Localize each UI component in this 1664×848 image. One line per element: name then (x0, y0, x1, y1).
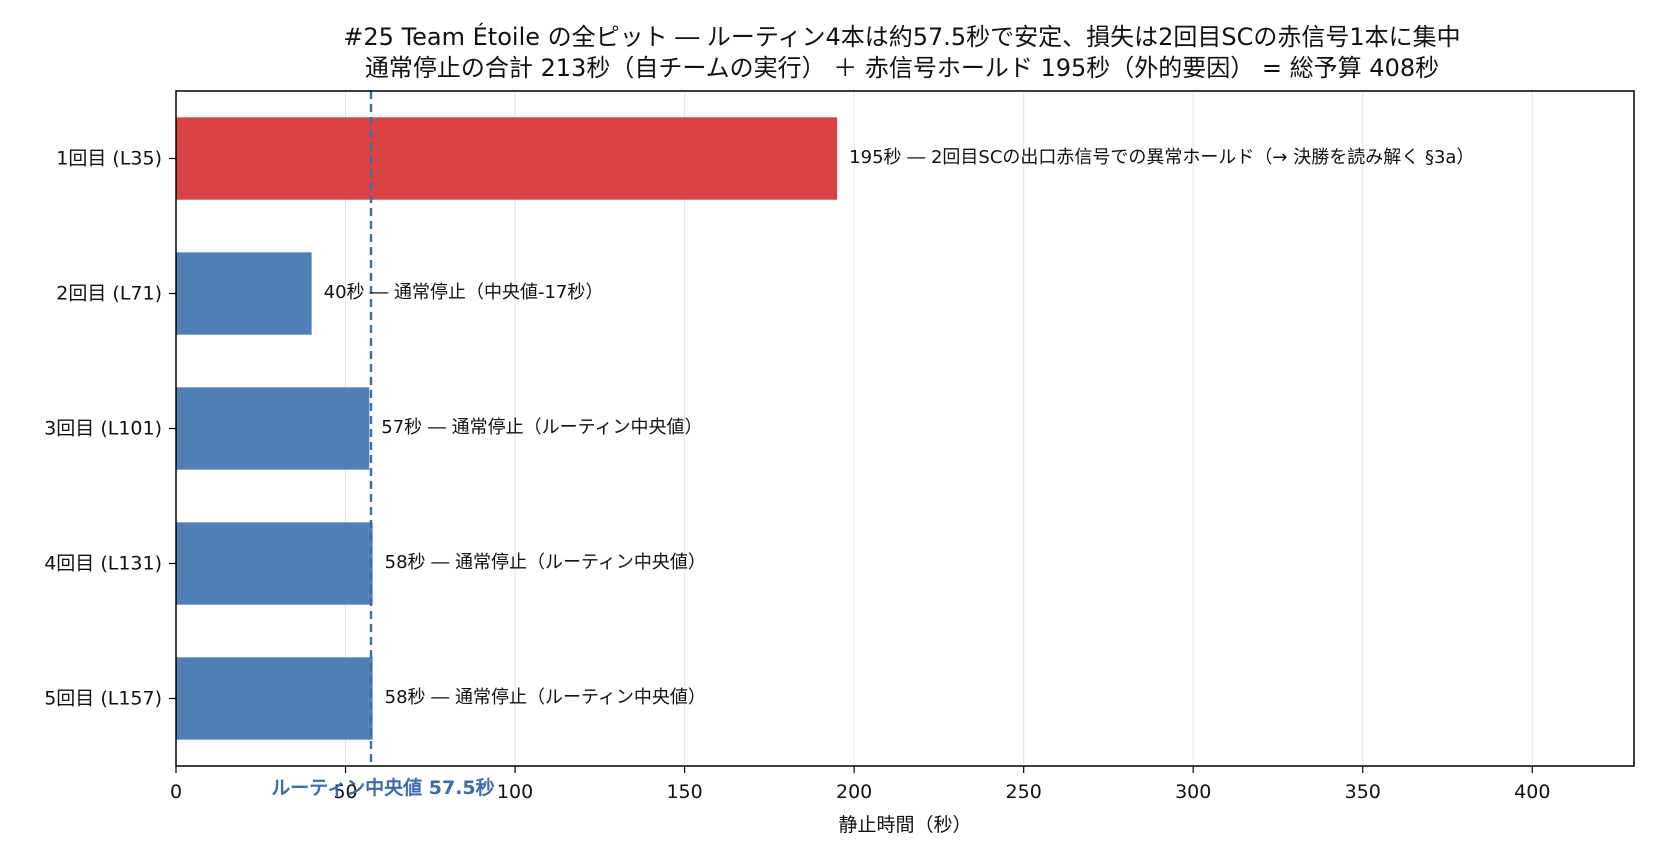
x-tick-label: 100 (497, 781, 533, 803)
x-tick-label: 200 (836, 781, 872, 803)
bar-2 (176, 252, 312, 335)
bar-5 (176, 657, 373, 740)
x-tick-label: 150 (666, 781, 702, 803)
x-tick-label: 250 (1006, 781, 1042, 803)
y-category-label: 2回目 (L71) (56, 283, 162, 305)
x-tick-label: 300 (1175, 781, 1211, 803)
y-category-label: 3回目 (L101) (44, 418, 162, 440)
bar-label-4: 58秒 ― 通常停止（ルーティン中央値） (385, 552, 706, 573)
x-tick-label: 400 (1514, 781, 1550, 803)
y-category-label: 1回目 (L35) (56, 148, 162, 170)
x-tick-label: 350 (1345, 781, 1381, 803)
median-reference-label: ルーティン中央値 57.5秒 (271, 776, 494, 799)
x-tick-label: 0 (170, 781, 182, 803)
bar-4 (176, 522, 373, 605)
chart-subtitle: 通常停止の合計 213秒（自チームの実行） ＋ 赤信号ホールド 195秒（外的要… (365, 54, 1439, 82)
x-axis: 0 50 100 150 200 250 300 350 400 ルーティン中央値 57.5秒 (170, 766, 1550, 803)
y-category-label: 5回目 (L157) (44, 688, 162, 710)
bars (176, 117, 838, 740)
chart-title: #25 Team Étoile の全ピット ― ルーティン4本は約57.5秒で安… (343, 22, 1460, 51)
bar-label-3: 57秒 ― 通常停止（ルーティン中央値） (381, 417, 702, 438)
bar-label-1: 195秒 ― 2回目SCの出口赤信号での異常ホールド（→ 決勝を読み解く §3a… (849, 147, 1474, 168)
bar-3 (176, 387, 370, 470)
bar-1 (176, 117, 838, 200)
y-category-label: 4回目 (L131) (44, 553, 162, 575)
bar-labels: 195秒 ― 2回目SCの出口赤信号での異常ホールド（→ 決勝を読み解く §3a… (324, 147, 1475, 708)
x-axis-title: 静止時間（秒） (838, 814, 971, 836)
bar-label-2: 40秒 ― 通常停止（中央値-17秒） (324, 282, 604, 303)
y-axis: 1回目 (L35) 2回目 (L71) 3回目 (L101) 4回目 (L131) 5回… (44, 148, 176, 710)
grid-lines (175, 91, 1533, 766)
x-tick-label: 50 (333, 781, 357, 803)
bar-label-5: 58秒 ― 通常停止（ルーティン中央値） (385, 687, 706, 708)
